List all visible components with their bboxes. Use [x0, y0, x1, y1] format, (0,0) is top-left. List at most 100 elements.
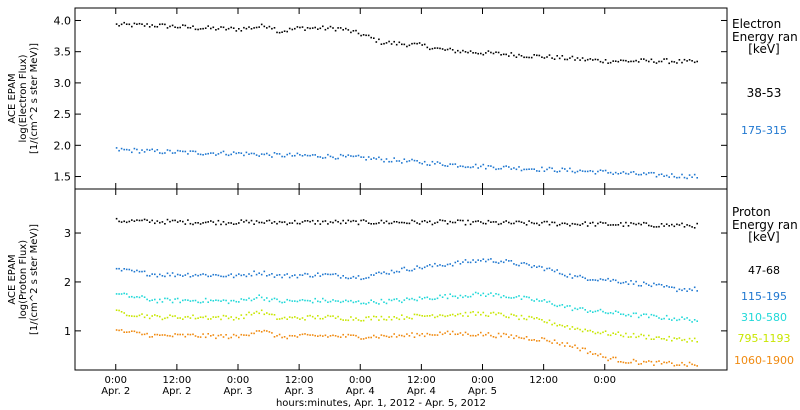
- legend-entry: 115-195: [741, 290, 787, 303]
- data-point: [444, 220, 446, 222]
- data-point: [431, 265, 434, 268]
- data-point: [490, 221, 492, 223]
- data-point: [530, 316, 533, 318]
- data-point: [454, 163, 457, 165]
- data-point: [492, 261, 495, 263]
- data-point: [584, 277, 586, 280]
- data-point: [520, 169, 523, 172]
- data-point: [604, 59, 607, 61]
- data-point: [255, 26, 258, 29]
- data-point: [462, 165, 464, 168]
- data-point: [151, 219, 153, 222]
- data-point: [245, 275, 248, 278]
- data-point: [271, 273, 273, 275]
- data-point: [492, 295, 495, 297]
- data-point: [197, 301, 199, 304]
- data-point: [222, 221, 225, 223]
- data-point: [566, 276, 569, 278]
- data-point: [508, 166, 510, 168]
- data-point: [192, 25, 194, 27]
- data-point: [500, 335, 502, 338]
- data-point: [691, 60, 693, 62]
- data-point: [166, 149, 169, 151]
- data-point: [467, 333, 469, 335]
- data-point: [482, 334, 485, 337]
- data-point: [291, 28, 294, 31]
- data-point: [528, 339, 530, 341]
- data-point: [617, 60, 620, 63]
- data-point: [161, 152, 164, 155]
- data-point: [449, 333, 451, 335]
- data-point: [487, 50, 490, 52]
- data-point: [543, 299, 546, 301]
- data-point: [632, 283, 635, 285]
- data-point: [388, 298, 390, 301]
- data-point: [508, 221, 510, 224]
- data-point: [393, 298, 395, 301]
- data-point: [283, 155, 286, 158]
- data-point: [495, 168, 497, 171]
- data-point: [184, 24, 187, 27]
- data-point: [255, 297, 258, 299]
- data-point: [370, 299, 372, 301]
- data-point: [418, 162, 421, 164]
- data-point: [612, 60, 614, 62]
- data-point: [444, 49, 446, 51]
- data-point: [469, 223, 472, 226]
- data-point: [541, 300, 543, 302]
- data-point: [693, 286, 696, 289]
- data-point: [143, 25, 146, 27]
- data-point: [691, 363, 693, 366]
- data-point: [528, 296, 530, 299]
- data-point: [210, 275, 212, 277]
- data-point: [510, 313, 513, 316]
- data-point: [446, 330, 449, 333]
- data-point: [599, 353, 602, 355]
- legend-entry: 175-315: [741, 124, 787, 137]
- legend-entry: 310-580: [741, 311, 787, 324]
- data-point: [202, 316, 204, 319]
- data-point: [418, 296, 421, 298]
- data-point: [431, 47, 434, 50]
- data-point: [457, 260, 459, 262]
- data-point: [398, 300, 401, 302]
- data-point: [322, 157, 324, 159]
- data-point: [436, 315, 439, 318]
- data-point: [477, 311, 479, 314]
- data-point: [115, 329, 118, 331]
- data-point: [245, 27, 248, 30]
- data-point: [166, 334, 169, 337]
- data-point: [332, 221, 334, 224]
- data-point: [184, 335, 187, 338]
- data-point: [314, 223, 316, 225]
- data-point: [138, 219, 141, 222]
- data-point: [225, 223, 227, 226]
- data-point: [584, 328, 586, 331]
- data-point: [390, 318, 393, 321]
- data-point: [388, 273, 390, 275]
- data-point: [154, 298, 156, 301]
- data-point: [597, 279, 599, 282]
- data-point: [225, 334, 227, 336]
- data-point: [609, 224, 612, 226]
- data-point: [204, 273, 207, 276]
- data-point: [352, 301, 355, 304]
- data-point: [146, 274, 148, 277]
- data-point: [678, 176, 681, 179]
- data-point: [171, 152, 174, 154]
- data-point: [355, 220, 357, 222]
- y-tick-label: 2.5: [54, 108, 72, 121]
- data-point: [304, 272, 306, 275]
- data-point: [426, 46, 429, 49]
- data-point: [663, 286, 665, 288]
- data-point: [347, 319, 350, 322]
- data-point: [227, 27, 230, 30]
- data-point: [276, 222, 278, 225]
- data-point: [365, 277, 367, 279]
- data-point: [480, 260, 482, 262]
- data-point: [434, 47, 436, 49]
- data-point: [383, 42, 385, 45]
- data-point: [589, 351, 592, 353]
- data-point: [367, 316, 370, 318]
- data-point: [434, 262, 436, 265]
